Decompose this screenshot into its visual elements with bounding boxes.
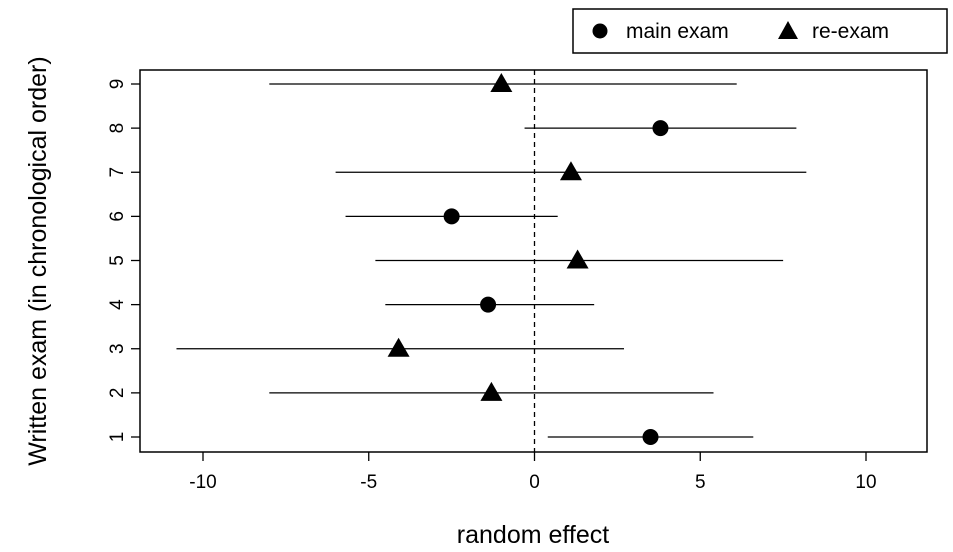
y-tick-label: 8 xyxy=(107,123,128,134)
point-triangle-exam-5 xyxy=(566,249,589,269)
x-tick-label: -10 xyxy=(189,472,216,493)
y-tick-label: 3 xyxy=(107,343,128,354)
legend-circle-icon xyxy=(592,23,608,39)
legend-label-re-exam: re-exam xyxy=(812,20,889,43)
legend: main exam re-exam xyxy=(572,8,948,54)
y-tick-label: 9 xyxy=(107,79,128,90)
legend-triangle-icon xyxy=(778,21,798,39)
y-tick-label: 6 xyxy=(107,211,128,222)
point-circle-exam-1 xyxy=(642,429,659,445)
x-tick-label: 10 xyxy=(855,472,876,493)
point-circle-exam-6 xyxy=(443,208,460,225)
y-tick-label: 1 xyxy=(107,432,128,443)
x-axis: -10 -5 0 5 10 xyxy=(189,452,877,493)
y-tick-label: 5 xyxy=(107,255,128,266)
legend-label-main-exam: main exam xyxy=(626,20,729,43)
y-axis-title: Written exam (in chronological order) xyxy=(24,56,52,465)
legend-box xyxy=(572,8,948,54)
y-tick-label: 4 xyxy=(107,299,128,310)
x-tick-label: -5 xyxy=(360,472,377,493)
point-circle-exam-4 xyxy=(480,296,497,313)
point-circle-exam-8 xyxy=(652,120,669,137)
point-triangle-exam-2 xyxy=(480,381,503,401)
x-tick-label: 0 xyxy=(529,472,540,493)
point-triangle-exam-7 xyxy=(559,161,582,181)
y-tick-label: 2 xyxy=(107,388,128,399)
point-triangle-exam-9 xyxy=(490,73,513,92)
x-axis-title: random effect xyxy=(457,521,609,549)
x-tick-label: 5 xyxy=(695,472,706,493)
y-axis: 1 2 3 4 5 6 7 8 9 xyxy=(107,79,140,443)
point-triangle-exam-3 xyxy=(387,337,410,357)
data-marks xyxy=(176,73,807,445)
y-tick-label: 7 xyxy=(107,167,128,178)
